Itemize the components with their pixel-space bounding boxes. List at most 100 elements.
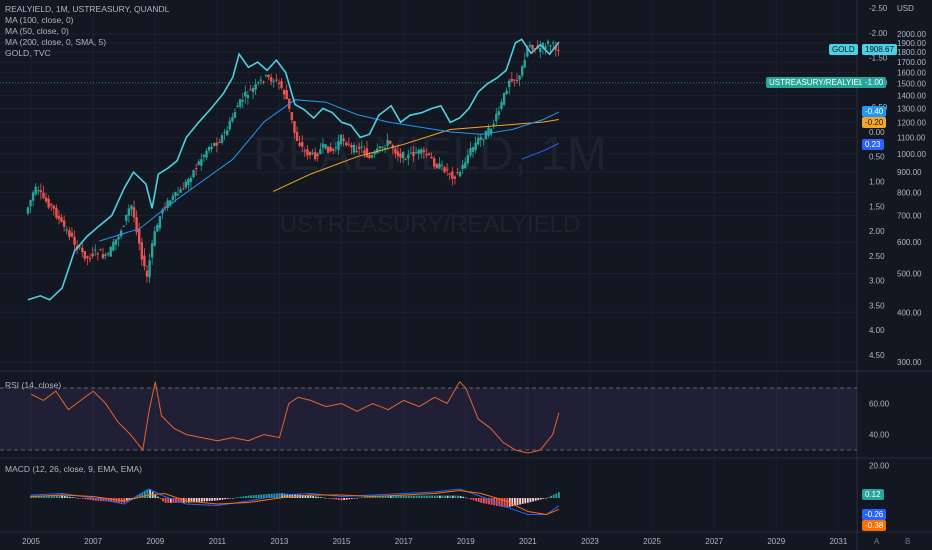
candle-body	[396, 151, 400, 157]
rsi-tick-label: 40.00	[869, 431, 890, 440]
macd-histogram-bar	[63, 496, 66, 498]
y-right-tick-label: 1400.00	[897, 92, 926, 101]
candle-body	[557, 49, 560, 51]
candle-body	[417, 149, 420, 154]
macd-histogram-bar	[50, 495, 53, 498]
candle-body	[389, 140, 392, 144]
macd-histogram-bar	[195, 498, 198, 502]
macd-histogram-bar	[314, 496, 317, 498]
legend-ma50[interactable]: MA (50, close, 0)	[5, 26, 69, 36]
legend-ma200[interactable]: MA (200, close, 0, SMA, 5)	[5, 37, 107, 47]
candle-body	[554, 45, 558, 50]
macd-histogram-bar	[242, 496, 245, 498]
macd-histogram-bar	[454, 495, 457, 498]
macd-histogram-bar	[89, 498, 92, 500]
candle-body	[394, 148, 397, 154]
candle-body	[479, 137, 482, 140]
candle-body	[161, 209, 164, 214]
macd-histogram-bar	[68, 496, 71, 498]
candle-body	[202, 154, 206, 157]
candle-body	[528, 45, 532, 47]
candle-body	[285, 90, 288, 100]
candle-body	[376, 148, 379, 154]
macd-histogram-bar	[317, 496, 320, 498]
candle-body	[238, 99, 242, 107]
legend-gold[interactable]: GOLD, TVC	[5, 48, 51, 58]
candle-body	[546, 41, 550, 44]
macd-label[interactable]: MACD (12, 26, close, 9, EMA, EMA)	[5, 464, 142, 474]
macd-histogram-bar	[190, 498, 193, 503]
candle-body	[487, 127, 490, 136]
macd-histogram-bar	[558, 492, 560, 498]
candle-body	[148, 260, 151, 278]
candle-body	[73, 236, 76, 245]
candle-body	[99, 249, 102, 251]
legend-main[interactable]: REALYIELD, 1M, USTREASURY, QUANDL	[5, 4, 170, 14]
candle-body	[464, 162, 467, 169]
candle-body	[282, 90, 286, 95]
candle-body	[466, 155, 470, 164]
candle-body	[275, 79, 278, 81]
macd-histogram-bar	[410, 495, 413, 498]
macd-histogram-bar	[94, 498, 97, 501]
macd-histogram-bar	[428, 495, 431, 498]
macd-histogram-bar	[376, 495, 379, 498]
macd-histogram-bar	[265, 494, 268, 498]
candle-body	[91, 253, 94, 257]
candle-body	[420, 149, 423, 154]
legend-ma100[interactable]: MA (100, close, 0)	[5, 15, 74, 25]
candle-body	[119, 230, 123, 237]
macd-histogram-bar	[457, 495, 459, 498]
macd-histogram-bar	[291, 494, 294, 498]
macd-signal-tag: -0.38	[862, 520, 887, 531]
macd-histogram-bar	[495, 498, 498, 506]
candle-body	[308, 151, 312, 156]
macd-histogram-bar	[244, 496, 247, 498]
candle-body	[205, 150, 208, 158]
macd-histogram-bar	[309, 495, 312, 498]
macd-histogram-bar	[229, 498, 232, 499]
candle-body	[187, 178, 190, 185]
candle-body	[158, 216, 162, 229]
candle-body	[241, 100, 244, 102]
macd-histogram-bar	[206, 498, 208, 502]
candle-body	[88, 258, 92, 260]
candle-body	[171, 195, 175, 200]
macd-histogram-bar	[467, 498, 470, 499]
candle-body	[456, 172, 459, 174]
axis-mode-auto[interactable]: A	[874, 537, 880, 546]
candle-body	[357, 146, 361, 149]
candle-body	[352, 144, 356, 153]
candle-body	[272, 81, 275, 83]
ma100-value-tag: 0.23	[862, 139, 884, 150]
candle-body	[471, 147, 475, 152]
y-right-tick-label: 1100.00	[897, 133, 926, 142]
macd-histogram-bar	[482, 498, 485, 504]
macd-histogram-bar	[58, 495, 61, 498]
macd-pane	[30, 488, 560, 516]
candle-body	[438, 163, 441, 169]
ma50-line	[99, 99, 560, 242]
axis-mode-b[interactable]: B	[905, 537, 911, 546]
macd-histogram-bar	[485, 498, 488, 504]
candle-body	[430, 156, 433, 159]
macd-histogram-bar	[539, 498, 542, 500]
macd-histogram-bar	[56, 495, 58, 498]
macd-hist-tag: 0.12	[862, 489, 884, 500]
candle-body	[254, 84, 257, 90]
rsi-label[interactable]: RSI (14, close)	[5, 380, 62, 390]
candle-body	[368, 154, 371, 159]
candle-body	[122, 225, 125, 227]
macd-histogram-bar	[415, 495, 418, 498]
macd-histogram-bar	[198, 498, 201, 502]
candle-body	[52, 205, 56, 209]
macd-line-tag: -0.26	[862, 509, 887, 520]
rsi-tick-label: 60.00	[869, 400, 890, 409]
candle-body	[316, 153, 319, 157]
macd-histogram-bar	[92, 498, 95, 501]
x-tick-label: 2023	[581, 537, 599, 546]
candle-body	[114, 239, 118, 245]
macd-histogram-bar	[312, 496, 314, 498]
y-left-tick-label: -2.50	[869, 4, 888, 13]
